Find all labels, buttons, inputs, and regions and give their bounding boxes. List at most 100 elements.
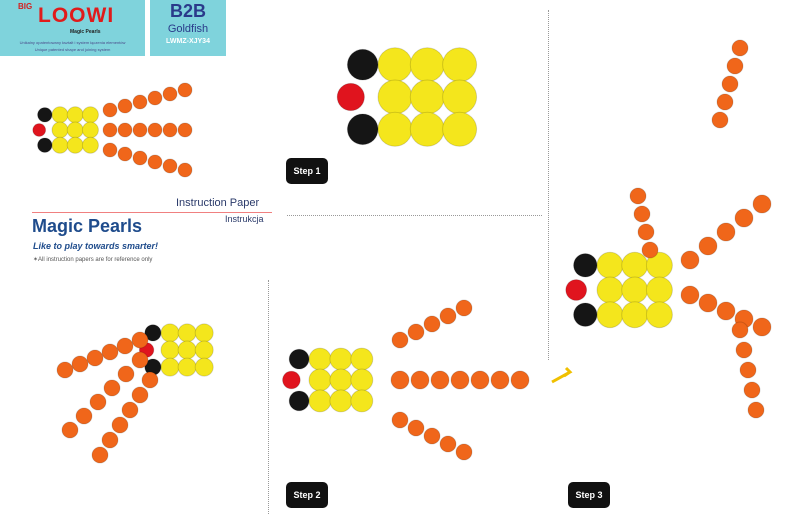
black-bead	[573, 302, 598, 327]
product-code: B2B	[169, 1, 206, 21]
orange-bead	[131, 331, 149, 349]
orange-bead	[716, 222, 736, 242]
black-bead	[346, 113, 379, 146]
yellow-bead	[350, 368, 374, 392]
orange-bead	[102, 142, 118, 158]
yellow-bead	[81, 121, 99, 139]
orange-bead	[711, 111, 729, 129]
yellow-bead	[377, 79, 413, 115]
orange-bead	[698, 293, 718, 313]
orange-bead	[743, 381, 761, 399]
yellow-bead	[596, 301, 624, 329]
orange-bead	[637, 223, 655, 241]
yellow-bead	[194, 323, 214, 343]
reference-note: ✶All instruction papers are for referenc…	[33, 257, 153, 263]
orange-bead	[101, 431, 119, 449]
yellow-bead	[160, 340, 180, 360]
orange-bead	[430, 370, 450, 390]
step-1-label: Step 1	[286, 158, 328, 184]
orange-bead	[177, 122, 193, 138]
black-bead	[288, 390, 310, 412]
orange-bead	[61, 421, 79, 439]
yellow-bead	[194, 340, 214, 360]
orange-bead	[490, 370, 510, 390]
orange-bead	[450, 370, 470, 390]
orange-bead	[752, 194, 772, 214]
black-bead	[37, 107, 53, 123]
yellow-bead	[621, 251, 649, 279]
yellow-bead	[308, 368, 332, 392]
orange-bead	[117, 98, 133, 114]
yellow-bead	[177, 340, 197, 360]
orange-bead	[132, 94, 148, 110]
page-title: Magic Pearls	[32, 216, 143, 236]
orange-bead	[726, 57, 744, 75]
orange-bead	[390, 370, 410, 390]
yellow-bead	[329, 368, 353, 392]
yellow-bead	[194, 357, 214, 377]
orange-bead	[141, 371, 159, 389]
orange-bead	[71, 355, 89, 373]
yellow-bead	[177, 323, 197, 343]
yellow-bead	[621, 301, 649, 329]
yellow-bead	[308, 389, 332, 413]
slogan: Like to play towards smarter!	[33, 241, 159, 251]
orange-bead	[147, 154, 163, 170]
orange-bead	[177, 82, 193, 98]
black-bead	[144, 324, 162, 342]
orange-bead	[470, 370, 490, 390]
yellow-bead	[596, 276, 624, 304]
orange-bead	[731, 321, 749, 339]
yellow-bead	[409, 111, 445, 147]
step-3-label: Step 3	[568, 482, 610, 508]
orange-bead	[147, 90, 163, 106]
orange-bead	[423, 315, 441, 333]
orange-bead	[680, 285, 700, 305]
orange-bead	[91, 446, 109, 464]
orange-bead	[131, 351, 149, 369]
yellow-bead	[377, 111, 413, 147]
yellow-bead	[160, 357, 180, 377]
orange-bead	[439, 435, 457, 453]
orange-bead	[407, 323, 425, 341]
orange-bead	[103, 379, 121, 397]
orange-bead	[117, 365, 135, 383]
orange-bead	[410, 370, 430, 390]
orange-bead	[510, 370, 530, 390]
orange-bead	[111, 416, 129, 434]
yellow-bead	[442, 47, 478, 83]
yellow-bead	[596, 251, 624, 279]
orange-bead	[121, 401, 139, 419]
yellow-bead	[350, 389, 374, 413]
orange-bead	[75, 407, 93, 425]
yellow-bead	[51, 136, 69, 154]
orange-bead	[116, 337, 134, 355]
yellow-bead	[442, 79, 478, 115]
black-bead	[573, 253, 598, 278]
yellow-bead	[645, 276, 673, 304]
orange-bead	[734, 208, 754, 228]
orange-bead	[131, 386, 149, 404]
tagline-en: Unique patented shape and joining system	[34, 47, 111, 52]
tagline-pl: Unikalny opatentowany kształt i system ł…	[19, 40, 126, 45]
orange-bead	[391, 331, 409, 349]
yellow-bead	[51, 106, 69, 124]
product-box: B2B Goldfish LWMZ-XJY34	[150, 0, 226, 56]
orange-bead	[633, 205, 651, 223]
orange-bead	[162, 122, 178, 138]
instrukcja-label: Instrukcja	[225, 214, 264, 224]
orange-bead	[455, 443, 473, 461]
yellow-bead	[51, 121, 69, 139]
black-bead	[288, 348, 310, 370]
yellow-bead	[81, 106, 99, 124]
yellow-bead	[66, 136, 84, 154]
orange-bead	[731, 39, 749, 57]
yellow-bead	[66, 121, 84, 139]
product-name: Goldfish	[167, 22, 209, 35]
orange-bead	[735, 341, 753, 359]
black-bead	[37, 137, 53, 153]
red-bead	[565, 279, 588, 301]
orange-bead	[407, 419, 425, 437]
